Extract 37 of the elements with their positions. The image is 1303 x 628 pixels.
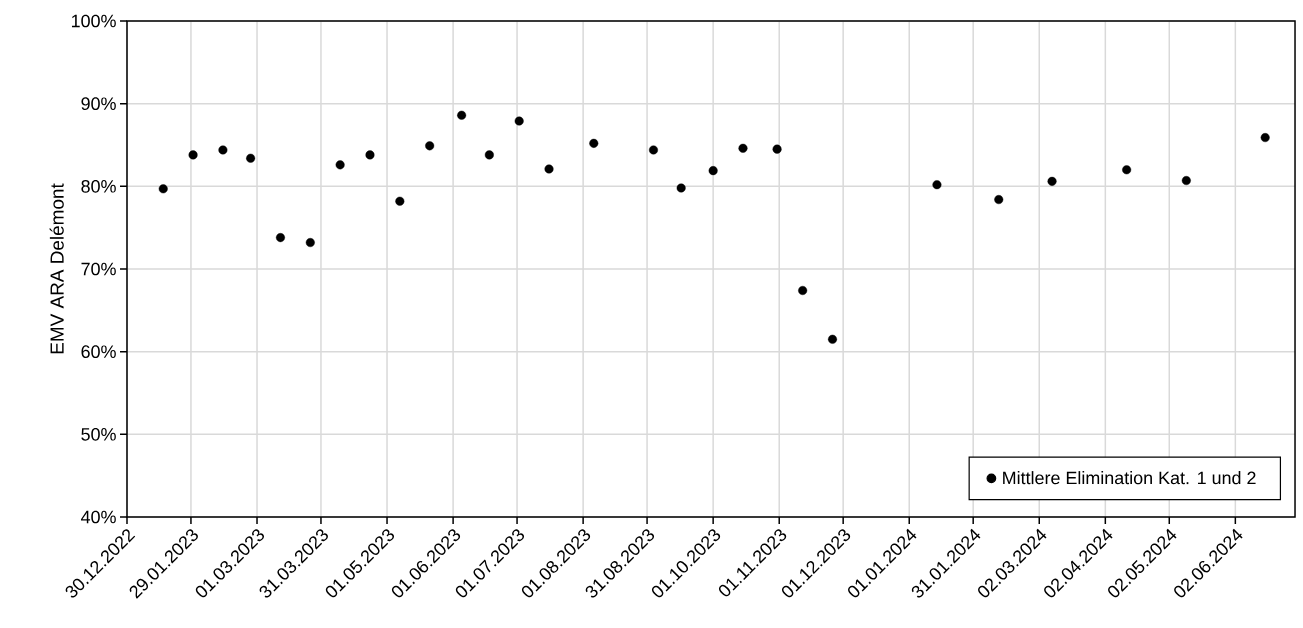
point [335,160,345,170]
point [932,180,942,190]
point [798,285,808,295]
point [1122,165,1132,175]
point [218,145,228,155]
point [425,141,435,151]
point [1181,176,1191,186]
point [365,150,375,160]
point [395,196,405,206]
point [457,110,467,120]
point [676,183,686,193]
point [158,184,168,194]
y-tick-label: 50% [81,427,116,441]
point [828,334,837,344]
y-tick-label: 60% [81,345,116,359]
point [275,233,285,243]
point [589,138,599,148]
legend-label: Mittlere Elimination Kat. 1 und 2 [1003,471,1256,485]
y-tick-label: 100% [71,14,116,28]
point [246,153,256,163]
point [188,150,198,160]
y-axis-title: EMV ARA Delémont [49,183,64,354]
y-tick-label: 90% [81,97,116,111]
point [772,144,782,154]
point [544,164,554,174]
point [708,166,718,176]
point [514,116,524,126]
point [738,143,748,153]
point [994,195,1004,205]
point [305,238,315,248]
y-tick-label: 70% [81,262,116,276]
y-tick-label: 40% [81,510,116,524]
point [1047,176,1057,186]
y-tick-label: 80% [81,179,116,193]
point [648,145,658,155]
point [1260,133,1270,143]
point [484,150,494,160]
